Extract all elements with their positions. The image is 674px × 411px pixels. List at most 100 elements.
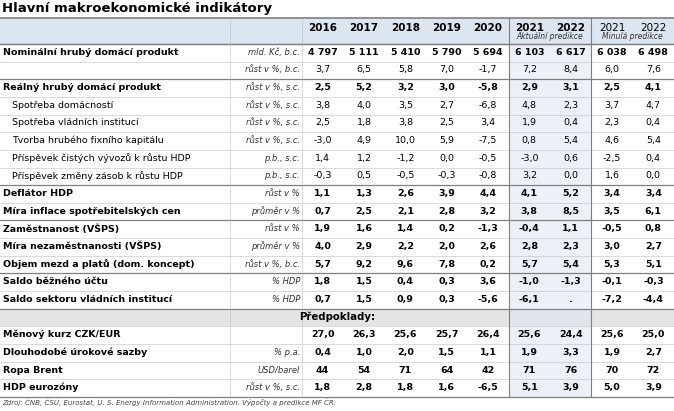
Text: 4,0: 4,0 xyxy=(314,242,331,251)
Text: 3,0: 3,0 xyxy=(438,83,455,92)
Text: -3,0: -3,0 xyxy=(313,136,332,145)
Text: Ropa Brent: Ropa Brent xyxy=(3,365,63,374)
Text: 2,5: 2,5 xyxy=(603,83,621,92)
Text: Dlouhodobé úrokové sazby: Dlouhodobé úrokové sazby xyxy=(3,348,147,357)
Text: 0,4: 0,4 xyxy=(314,348,331,357)
Text: 2,5: 2,5 xyxy=(439,118,454,127)
Text: p.b., s.c.: p.b., s.c. xyxy=(264,171,300,180)
Text: 8,4: 8,4 xyxy=(563,65,578,74)
Text: -1,7: -1,7 xyxy=(479,65,497,74)
Bar xyxy=(509,203,591,220)
Text: růst v %, s.c.: růst v %, s.c. xyxy=(246,118,300,127)
Text: 2,0: 2,0 xyxy=(397,348,414,357)
Text: 1,8: 1,8 xyxy=(314,277,331,286)
Text: 6,5: 6,5 xyxy=(357,65,371,74)
Text: Objem mezd a platů (dom. koncept): Objem mezd a platů (dom. koncept) xyxy=(3,259,195,269)
Text: -2,5: -2,5 xyxy=(603,154,621,163)
Text: 2019: 2019 xyxy=(432,23,461,33)
Text: 4,4: 4,4 xyxy=(479,189,497,198)
Text: 3,2: 3,2 xyxy=(522,171,537,180)
Bar xyxy=(0,291,674,309)
Text: Příspěvek čistých vývozů k růstu HDP: Příspěvek čistých vývozů k růstu HDP xyxy=(12,153,191,163)
Text: 3,1: 3,1 xyxy=(562,83,579,92)
Text: Spotřeba domácností: Spotřeba domácností xyxy=(12,101,113,110)
Text: Míra nezaměstnanosti (VŠPS): Míra nezaměstnanosti (VŠPS) xyxy=(3,242,162,251)
Bar xyxy=(0,97,674,115)
Bar xyxy=(509,326,591,344)
Bar xyxy=(0,150,674,168)
Text: 4,1: 4,1 xyxy=(645,83,662,92)
Text: 3,4: 3,4 xyxy=(645,189,662,198)
Text: -0,5: -0,5 xyxy=(602,224,622,233)
Text: 10,0: 10,0 xyxy=(395,136,416,145)
Text: 3,9: 3,9 xyxy=(438,189,455,198)
Text: 1,4: 1,4 xyxy=(397,224,414,233)
Text: 2016: 2016 xyxy=(308,23,337,33)
Text: 4,1: 4,1 xyxy=(521,189,538,198)
Text: 2017: 2017 xyxy=(349,23,379,33)
Text: -0,1: -0,1 xyxy=(602,277,622,286)
Bar xyxy=(0,362,674,379)
Bar xyxy=(509,115,591,132)
Text: Saldo sektoru vládních institucí: Saldo sektoru vládních institucí xyxy=(3,295,172,304)
Bar xyxy=(509,220,591,238)
Text: 3,5: 3,5 xyxy=(398,101,413,110)
Bar xyxy=(509,256,591,273)
Text: 26,3: 26,3 xyxy=(353,330,375,339)
Text: 54: 54 xyxy=(357,365,371,374)
Text: Předpoklady:: Předpoklady: xyxy=(299,312,375,322)
Text: 4,0: 4,0 xyxy=(357,101,371,110)
Bar xyxy=(0,203,674,220)
Text: 42: 42 xyxy=(481,365,495,374)
Text: 2,3: 2,3 xyxy=(605,118,619,127)
Text: 6 617: 6 617 xyxy=(556,48,586,57)
Bar xyxy=(509,79,591,97)
Text: 2,0: 2,0 xyxy=(438,242,455,251)
Text: 3,8: 3,8 xyxy=(398,118,413,127)
Text: 3,7: 3,7 xyxy=(605,101,619,110)
Bar xyxy=(509,62,591,79)
Text: 5,1: 5,1 xyxy=(521,383,538,392)
Bar xyxy=(509,273,591,291)
Text: 7,6: 7,6 xyxy=(646,65,661,74)
Bar xyxy=(509,168,591,185)
Text: 5,7: 5,7 xyxy=(521,260,538,269)
Text: -0,3: -0,3 xyxy=(643,277,664,286)
Text: 64: 64 xyxy=(440,365,454,374)
Text: % p.a.: % p.a. xyxy=(274,348,300,357)
Bar xyxy=(0,344,674,362)
Bar xyxy=(0,79,674,97)
Text: 25,6: 25,6 xyxy=(518,330,541,339)
Text: 5,4: 5,4 xyxy=(562,260,579,269)
Text: 8,5: 8,5 xyxy=(562,207,579,216)
Text: -7,5: -7,5 xyxy=(479,136,497,145)
Text: Spotřeba vládních institucí: Spotřeba vládních institucí xyxy=(12,118,139,127)
Text: -0,3: -0,3 xyxy=(437,171,456,180)
Text: 76: 76 xyxy=(564,365,578,374)
Text: 25,0: 25,0 xyxy=(642,330,665,339)
Text: 3,2: 3,2 xyxy=(397,83,414,92)
Text: 4,9: 4,9 xyxy=(357,136,371,145)
Text: 25,7: 25,7 xyxy=(435,330,458,339)
Text: 5,4: 5,4 xyxy=(646,136,661,145)
Text: 7,2: 7,2 xyxy=(522,65,537,74)
Text: 5,0: 5,0 xyxy=(604,383,620,392)
Text: 0,7: 0,7 xyxy=(314,295,331,304)
Text: 3,4: 3,4 xyxy=(603,189,621,198)
Bar xyxy=(0,185,674,203)
Text: růst v %, b.c.: růst v %, b.c. xyxy=(245,260,300,269)
Text: 71: 71 xyxy=(523,365,536,374)
Text: 1,9: 1,9 xyxy=(521,348,538,357)
Text: USD/barel: USD/barel xyxy=(257,365,300,374)
Text: 0,6: 0,6 xyxy=(563,154,578,163)
Text: 72: 72 xyxy=(647,365,660,374)
Text: 2,8: 2,8 xyxy=(438,207,455,216)
Bar xyxy=(0,132,674,150)
Text: 1,5: 1,5 xyxy=(356,295,373,304)
Text: Aktuální predikce: Aktuální predikce xyxy=(517,32,584,41)
Text: 1,2: 1,2 xyxy=(357,154,371,163)
Text: 2,8: 2,8 xyxy=(521,242,538,251)
Text: 9,2: 9,2 xyxy=(355,260,373,269)
Text: Příspěvek změny zásob k růstu HDP: Příspěvek změny zásob k růstu HDP xyxy=(12,171,183,181)
Text: 4 797: 4 797 xyxy=(308,48,338,57)
